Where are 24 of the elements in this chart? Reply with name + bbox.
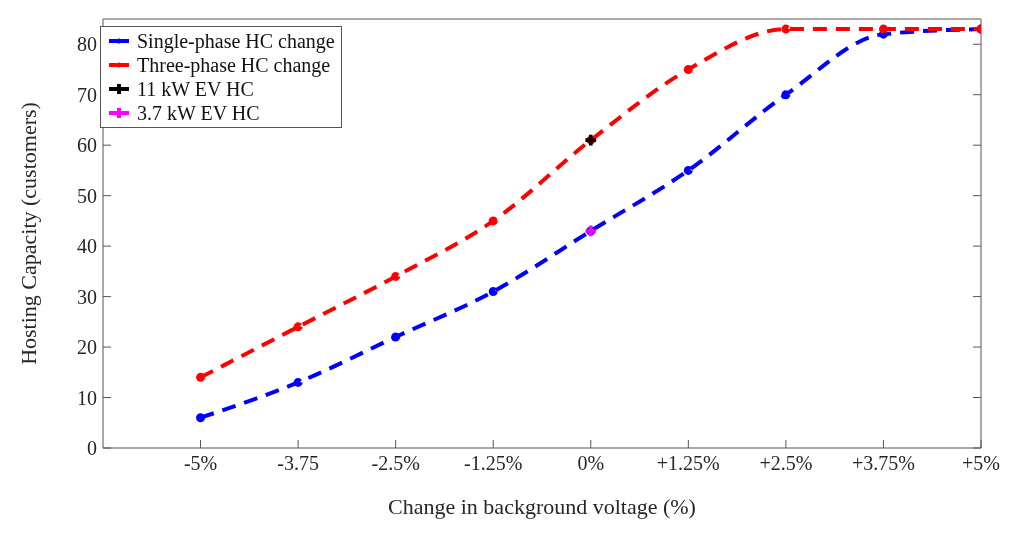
x-tick-label: -2.5% xyxy=(371,452,420,475)
y-tick-label: 60 xyxy=(77,134,97,157)
x-tick-label: +1.25% xyxy=(656,452,720,475)
y-axis-title: Hosting Capacity (customers) xyxy=(15,102,41,365)
x-tick-label: +3.75% xyxy=(851,452,915,475)
x-tick-label: -1.25% xyxy=(464,452,523,475)
legend-label: 3.7 kW EV HC xyxy=(137,101,260,125)
x-tick-label: 0% xyxy=(577,452,605,475)
y-tick-label: 0 xyxy=(87,437,97,460)
x-tick-label: +2.5% xyxy=(759,452,813,475)
y-tick-label: 40 xyxy=(77,235,97,258)
y-tick-label: 20 xyxy=(77,336,97,359)
x-tick-label: -5% xyxy=(183,452,218,475)
y-tick-label: 10 xyxy=(77,386,97,409)
legend-label: Three-phase HC change xyxy=(137,53,331,77)
y-tick-label: 80 xyxy=(77,33,97,56)
x-tick-label: +5% xyxy=(962,452,1000,475)
x-axis-title: Change in background voltage (%) xyxy=(388,494,696,519)
y-tick-label: 70 xyxy=(77,83,97,106)
y-tick-label: 50 xyxy=(77,184,97,207)
legend-label: 11 kW EV HC xyxy=(137,77,254,101)
y-tick-label: 30 xyxy=(77,285,97,308)
x-tick-label: -3.75 xyxy=(277,452,319,475)
legend-label: Single-phase HC change xyxy=(137,29,335,53)
